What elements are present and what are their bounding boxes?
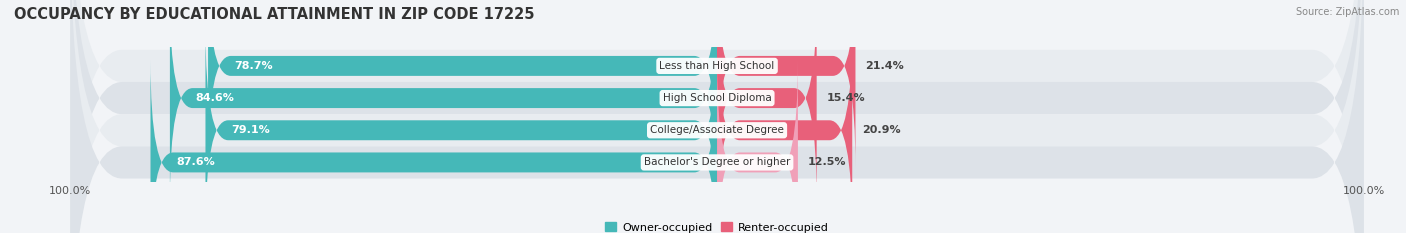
Legend: Owner-occupied, Renter-occupied: Owner-occupied, Renter-occupied <box>600 218 834 233</box>
Text: 12.5%: 12.5% <box>807 158 846 168</box>
FancyBboxPatch shape <box>208 0 717 168</box>
Text: College/Associate Degree: College/Associate Degree <box>650 125 785 135</box>
FancyBboxPatch shape <box>70 0 1364 233</box>
Text: 15.4%: 15.4% <box>827 93 865 103</box>
Text: 84.6%: 84.6% <box>195 93 235 103</box>
FancyBboxPatch shape <box>70 0 1364 233</box>
Text: OCCUPANCY BY EDUCATIONAL ATTAINMENT IN ZIP CODE 17225: OCCUPANCY BY EDUCATIONAL ATTAINMENT IN Z… <box>14 7 534 22</box>
FancyBboxPatch shape <box>717 60 799 233</box>
FancyBboxPatch shape <box>70 0 1364 233</box>
FancyBboxPatch shape <box>150 60 717 233</box>
Text: Source: ZipAtlas.com: Source: ZipAtlas.com <box>1295 7 1399 17</box>
FancyBboxPatch shape <box>205 28 717 233</box>
FancyBboxPatch shape <box>717 0 855 168</box>
Text: 87.6%: 87.6% <box>176 158 215 168</box>
FancyBboxPatch shape <box>717 0 817 201</box>
Text: Bachelor's Degree or higher: Bachelor's Degree or higher <box>644 158 790 168</box>
Text: 78.7%: 78.7% <box>233 61 273 71</box>
FancyBboxPatch shape <box>70 0 1364 233</box>
Text: 20.9%: 20.9% <box>862 125 901 135</box>
Text: High School Diploma: High School Diploma <box>662 93 772 103</box>
FancyBboxPatch shape <box>717 28 852 233</box>
Text: 21.4%: 21.4% <box>865 61 904 71</box>
Text: 79.1%: 79.1% <box>232 125 270 135</box>
Text: Less than High School: Less than High School <box>659 61 775 71</box>
FancyBboxPatch shape <box>170 0 717 201</box>
